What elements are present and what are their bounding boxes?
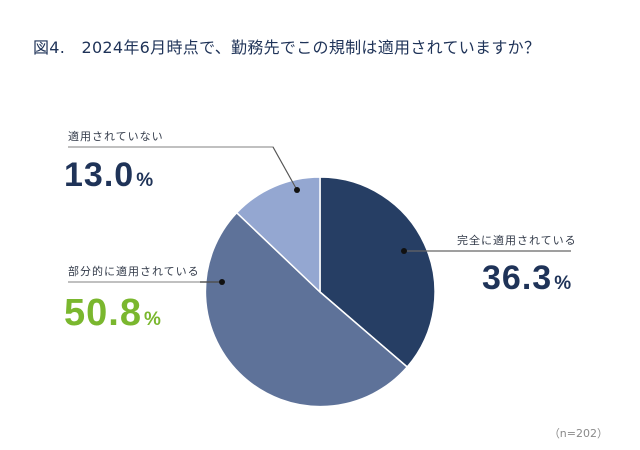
leader-dot-partially-applied [219,279,225,285]
value-partially-applied: 50.8% [64,292,162,335]
value-number: 13.0 [64,156,135,194]
slice-fully-applied [319,176,436,369]
value-not-applied: 13.0% [64,156,154,195]
slice-partially-applied [204,211,409,408]
value-fully-applied: 36.3% [482,259,572,298]
value-number: 36.3 [482,259,553,297]
leader-dot-fully-applied [401,248,407,254]
sample-size-note: （n=202） [548,427,608,440]
leader-dot-not-applied [294,187,300,193]
label-fully-applied: 完全に適用されている [457,234,577,247]
label-not-applied: 適用されていない [68,130,164,143]
chart-title: 図4. 2024年6月時点で、勤務先でこの規制は適用されていますか？ [33,38,541,57]
label-partially-applied: 部分的に適用されている [68,265,200,278]
value-unit: % [143,309,162,330]
slice-not-applied [235,176,321,294]
value-unit: % [554,273,573,294]
value-number: 50.8 [64,292,142,334]
value-unit: % [136,170,155,191]
